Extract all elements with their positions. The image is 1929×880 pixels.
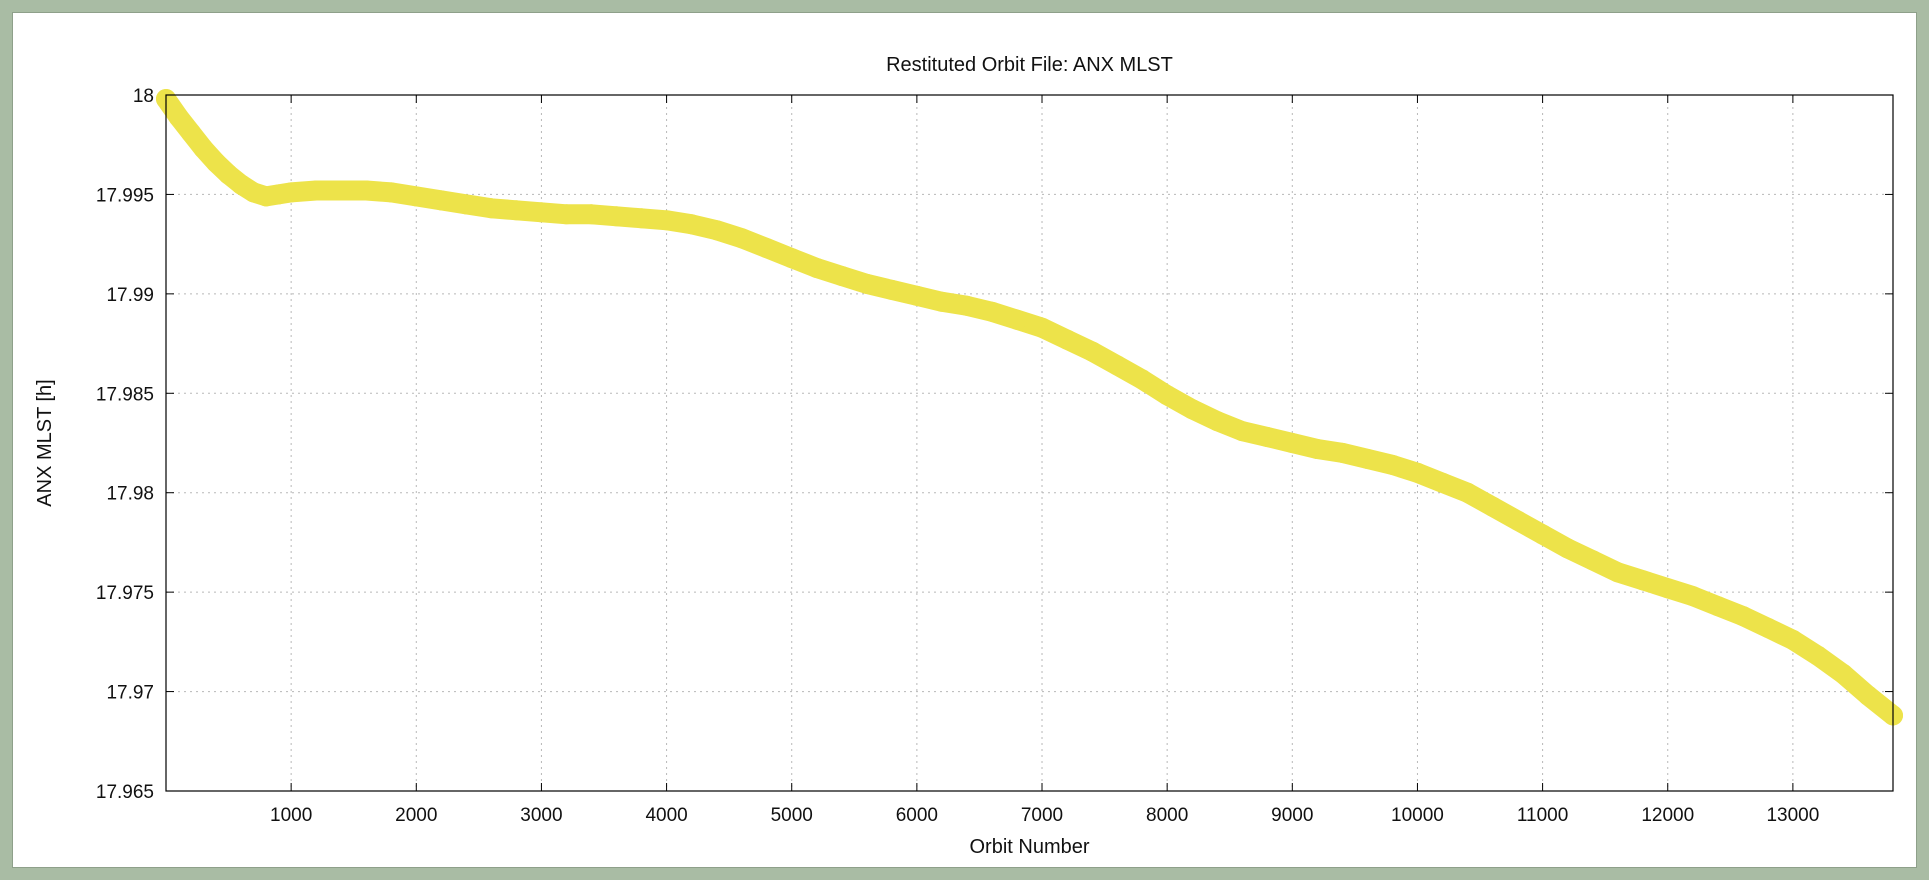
data-point: [956, 295, 977, 316]
data-point: [1682, 586, 1703, 607]
data-point: [1858, 685, 1878, 706]
x-tick-label: 10000: [1391, 805, 1444, 826]
data-point: [806, 258, 827, 278]
data-point: [531, 202, 552, 223]
x-tick-label: 9000: [1271, 805, 1313, 826]
data-point: [631, 208, 652, 229]
data-point: [1132, 369, 1153, 390]
data-point: [931, 291, 952, 312]
x-tick-label: 8000: [1146, 805, 1188, 826]
y-tick-label: 17.965: [96, 782, 154, 803]
data-point: [781, 248, 802, 269]
data-point: [181, 122, 201, 143]
data-point: [281, 182, 302, 203]
data-point: [1782, 629, 1803, 650]
data-point: [731, 228, 752, 249]
x-tick-label: 7000: [1021, 805, 1063, 826]
data-point: [1557, 538, 1578, 559]
y-tick-label: 17.99: [106, 285, 154, 306]
data-point: [1332, 442, 1353, 463]
data-point: [831, 266, 852, 286]
chart-svg: 1000 2000 3000 4000 5000 6000 7000 8000 9000 1000…: [34, 54, 1903, 858]
y-axis-title: ANX MLST [h]: [34, 379, 56, 506]
data-point: [606, 206, 627, 227]
data-point: [1232, 421, 1253, 442]
series-layer: [156, 89, 1903, 726]
data-point: [1607, 562, 1628, 583]
chart-title: Restituted Orbit File: ANX MLST: [886, 54, 1173, 76]
data-point: [1657, 578, 1678, 599]
data-point: [1732, 606, 1753, 626]
data-point: [168, 106, 189, 127]
data-point: [1807, 645, 1828, 666]
plot-area-border: [165, 94, 1894, 792]
x-tick-label: 12000: [1641, 805, 1694, 826]
data-point: [1107, 355, 1128, 376]
data-point: [1707, 596, 1728, 617]
data-point: [1057, 329, 1077, 350]
data-point: [681, 214, 702, 235]
data-point: [756, 238, 777, 259]
data-point: [1207, 411, 1228, 432]
data-point: [506, 200, 527, 221]
data-point: [982, 301, 1002, 322]
data-point: [1157, 385, 1178, 406]
data-point: [381, 182, 402, 203]
data-point: [1582, 550, 1603, 571]
data-point: [656, 210, 677, 231]
data-point: [1632, 570, 1653, 591]
x-tick-label: 3000: [520, 805, 562, 826]
data-point: [1482, 496, 1503, 517]
series-line: [156, 89, 1903, 726]
data-point: [1757, 617, 1778, 638]
y-tick-label: 17.975: [96, 583, 154, 604]
data-point: [1007, 309, 1027, 330]
data-point: [1507, 510, 1528, 531]
x-tick-label: 4000: [645, 805, 687, 826]
x-tick-label: 5000: [771, 805, 813, 826]
data-point: [456, 194, 477, 215]
x-axis-title: Orbit Number: [969, 836, 1089, 858]
data-point: [1832, 663, 1853, 684]
data-point: [706, 220, 727, 241]
y-tick-label: 17.97: [106, 683, 154, 704]
x-tick-label: 6000: [896, 805, 938, 826]
data-point: [556, 204, 577, 225]
data-point: [193, 138, 214, 159]
data-point: [1532, 524, 1553, 545]
data-point: [1282, 433, 1303, 453]
x-tick-label: 13000: [1766, 805, 1819, 826]
tick-layer: 1000 2000 3000 4000 5000 6000 7000 8000 9000 1000…: [96, 86, 1893, 826]
data-point: [481, 198, 502, 219]
data-point: [1407, 462, 1428, 483]
data-point: [1432, 472, 1453, 493]
data-point: [1382, 454, 1403, 475]
data-point: [1032, 317, 1052, 338]
y-tick-label: 17.985: [96, 384, 154, 405]
y-tick-label: 17.98: [106, 484, 154, 505]
data-point: [356, 180, 377, 201]
data-point: [881, 279, 902, 300]
data-point: [906, 285, 927, 306]
data-point: [581, 204, 602, 225]
x-tick-label: 2000: [395, 805, 437, 826]
x-tick-label: 1000: [270, 805, 312, 826]
data-point: [1357, 448, 1378, 469]
data-point: [1457, 482, 1478, 503]
x-tick-label: 11000: [1517, 805, 1568, 826]
y-tick-label: 17.995: [96, 185, 154, 206]
data-point: [431, 190, 452, 211]
data-point: [856, 273, 877, 294]
data-point: [1257, 427, 1278, 447]
data-point: [1307, 439, 1328, 459]
data-point: [406, 186, 427, 207]
y-tick-label: 18: [133, 86, 154, 107]
chart-frame: 1000 2000 3000 4000 5000 6000 7000 8000 9000 1000…: [12, 12, 1917, 868]
data-point: [1182, 399, 1203, 420]
data-point: [1082, 341, 1103, 362]
data-point: [206, 152, 227, 173]
data-point: [331, 180, 352, 201]
data-point: [306, 180, 327, 201]
